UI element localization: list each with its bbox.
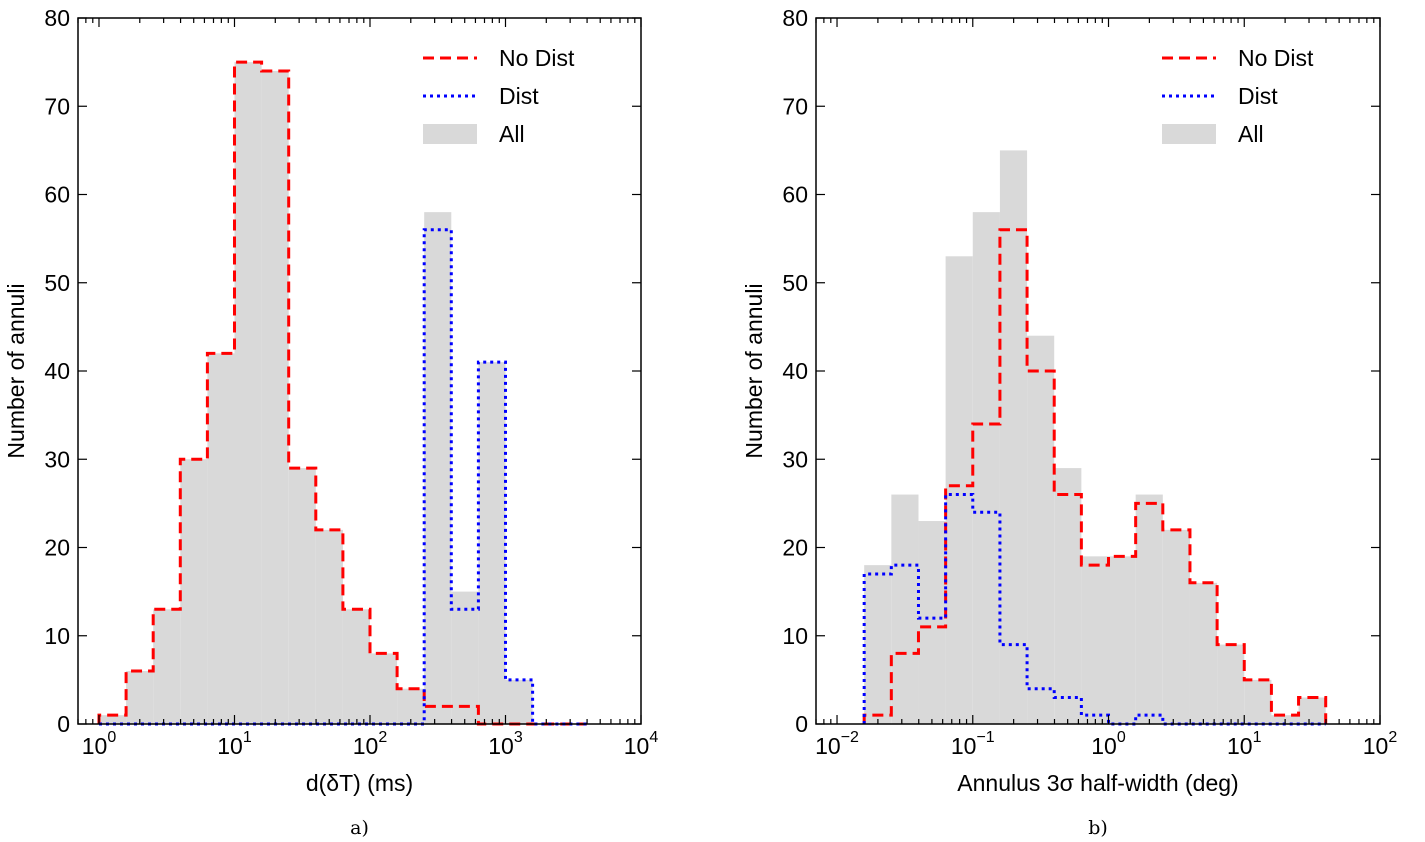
chart1-all-bar-0: [864, 565, 892, 724]
chart0-x-tick-label: 103: [488, 729, 523, 759]
chart0-all-bar-6: [261, 70, 289, 724]
chart1-y-tick-label: 30: [782, 446, 808, 472]
chart0-x-tick-label: 102: [353, 729, 388, 759]
chart0-x-tick-label: 101: [217, 729, 252, 759]
chart0-legend-label-no-dist: No Dist: [499, 45, 575, 71]
chart1-all-bar-8: [1081, 556, 1109, 724]
chart0-y-tick-label: 60: [44, 182, 70, 208]
chart1-legend-label-no-dist: No Dist: [1238, 45, 1314, 71]
chart1-all-bar-12: [1189, 582, 1218, 724]
chart0-y-tick-label: 20: [44, 535, 70, 561]
chart1-x-tick-label: 10−2: [815, 729, 859, 759]
chart1-y-axis-label: Number of annuli: [741, 283, 767, 458]
chart1-caption: b): [1088, 817, 1108, 839]
chart0-all-bar-15: [505, 679, 533, 724]
chart0-no-dist-line: [97, 60, 587, 726]
chart1-all-bar-16: [1298, 697, 1326, 724]
chart1-all-bar-5: [999, 150, 1028, 724]
chart0-all-bar-9: [342, 609, 370, 724]
chart0-x-tick-label: 104: [624, 729, 659, 759]
chart-panel-a: 0 10 20 30 40 50 60 70 80 100 101 102 103 104 d(δT) (m…: [3, 5, 658, 839]
chart0-all-bar-2: [153, 609, 181, 724]
chart0-x-tick-label: 100: [82, 729, 117, 759]
chart1-x-tick-label: 102: [1363, 729, 1398, 759]
chart1-all-bar-6: [1027, 335, 1055, 724]
chart0-all-bar-10: [369, 653, 398, 724]
chart0-all-bar-13: [451, 591, 479, 724]
chart0-y-tick-label: 30: [44, 446, 70, 472]
chart1-all-bar-11: [1162, 529, 1190, 724]
chart1-no-dist-line: [862, 228, 1328, 724]
chart1-x-tick-label: 101: [1227, 729, 1262, 759]
chart1-legend-label-all: All: [1238, 121, 1264, 147]
chart0-y-tick-label: 40: [44, 358, 70, 384]
chart0-legend-swatch-all: [423, 124, 477, 144]
chart0-y-tick-label: 50: [44, 270, 70, 296]
chart0-all-bar-11: [397, 688, 425, 724]
chart0-all-bar-5: [234, 62, 262, 724]
chart1-all-bar-1: [891, 494, 919, 724]
chart1-y-tick-label: 70: [782, 93, 808, 119]
chart1-all-bar-13: [1217, 644, 1245, 724]
chart0-caption: a): [350, 817, 369, 839]
chart1-y-tick-label: 80: [782, 5, 808, 31]
chart1-legend-swatch-all: [1162, 124, 1216, 144]
chart0-y-tick-label: 70: [44, 93, 70, 119]
chart1-all-bar-14: [1244, 679, 1272, 724]
chart1-x-tick-label: 100: [1091, 729, 1126, 759]
chart0-x-axis-label: d(δT) (ms): [306, 770, 413, 796]
chart1-y-tick-label: 40: [782, 358, 808, 384]
chart1-x-axis-label: Annulus 3σ half-width (deg): [957, 770, 1238, 796]
chart1-all-bar-7: [1054, 468, 1082, 724]
chart0-all-bar-7: [288, 468, 316, 724]
chart0-y-axis-label: Number of annuli: [3, 283, 29, 458]
chart0-y-tick-label: 0: [57, 711, 70, 737]
chart0-all-bar-8: [315, 529, 343, 724]
chart1-all-bar-3: [945, 256, 973, 724]
chart0-dist-line: [98, 228, 587, 726]
chart1-y-tick-label: 10: [782, 623, 808, 649]
chart1-x-tick-label: 10−1: [951, 729, 995, 759]
chart0-y-tick-label: 80: [44, 5, 70, 31]
chart-panel-b: 0 10 20 30 40 50 60 70 80 10−2 10−1 100 101 102 Annulu…: [741, 5, 1397, 839]
chart0-all-bar-14: [478, 362, 506, 724]
chart1-y-tick-label: 20: [782, 535, 808, 561]
chart1-legend-label-dist: Dist: [1238, 83, 1278, 109]
chart1-all-bar-2: [918, 521, 946, 724]
chart0-legend-label-dist: Dist: [499, 83, 539, 109]
chart1-y-tick-label: 60: [782, 182, 808, 208]
chart0-y-tick-label: 10: [44, 623, 70, 649]
chart1-all-bar-9: [1108, 556, 1136, 724]
chart0-all-bar-3: [180, 459, 208, 724]
chart1-all-bar-10: [1135, 494, 1163, 724]
chart0-all-bar-12: [424, 212, 452, 724]
chart1-all-bar-4: [972, 212, 1000, 724]
chart1-y-tick-label: 50: [782, 270, 808, 296]
chart0-all-bar-1: [126, 671, 154, 724]
chart0-all-bar-4: [207, 353, 235, 724]
chart1-y-tick-label: 0: [795, 711, 808, 737]
chart0-legend-label-all: All: [499, 121, 525, 147]
chart0-all-bar-0: [98, 715, 127, 724]
